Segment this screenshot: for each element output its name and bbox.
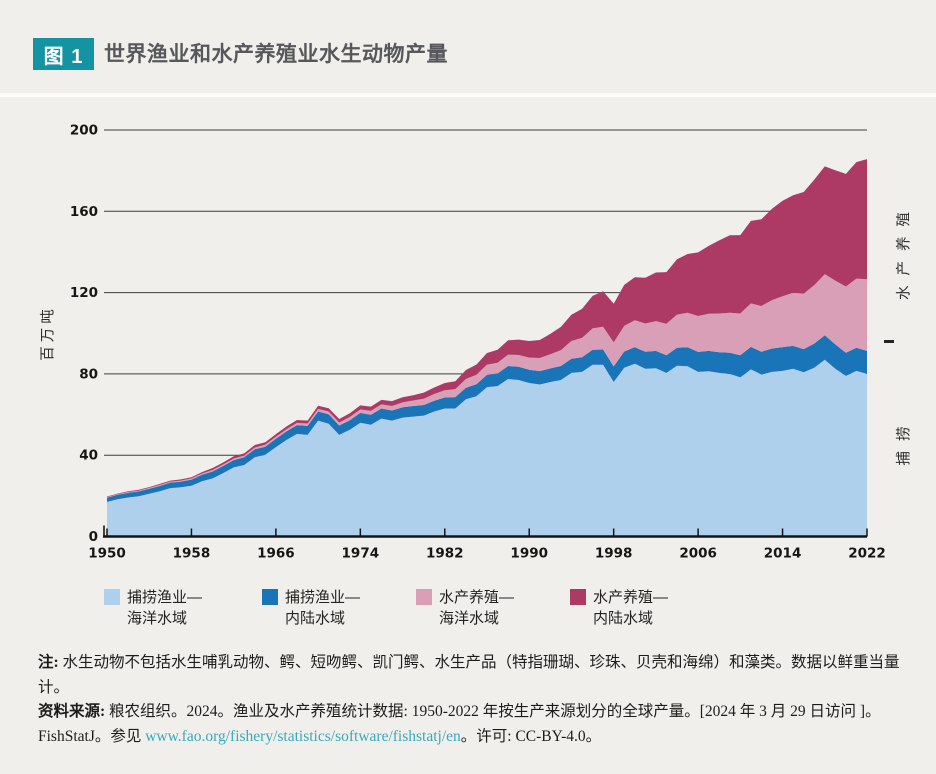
x-tick-label-1990: 1990 bbox=[510, 546, 548, 562]
title-divider bbox=[0, 93, 936, 97]
area-marine-aquaculture bbox=[107, 274, 867, 498]
legend-swatch-marine-aquaculture bbox=[416, 589, 432, 605]
legend-label-line2: 海洋水域 bbox=[439, 610, 500, 627]
x-tick-label-1958: 1958 bbox=[173, 546, 211, 562]
x-tick-label-2022: 2022 bbox=[848, 546, 886, 562]
source-prefix: 资料来源: bbox=[38, 703, 106, 720]
legend-label-line2: 内陆水域 bbox=[285, 610, 346, 627]
y-tick-label-200: 200 bbox=[70, 123, 98, 139]
figure-number-badge: 图 1 bbox=[33, 38, 94, 70]
right-label-capture: 捕捞 bbox=[896, 416, 913, 466]
legend-label: 水产养殖— 内陆水域 bbox=[593, 587, 668, 629]
x-tick-label-1974: 1974 bbox=[342, 546, 380, 562]
legend-swatch-inland-aquaculture bbox=[570, 589, 586, 605]
y-tick-label-0: 0 bbox=[89, 529, 98, 545]
legend-item-marine-aquaculture: 水产养殖— 海洋水域 bbox=[416, 587, 514, 629]
right-label-aquaculture: 水产养殖 bbox=[896, 202, 913, 300]
source-suffix: 。许可: CC-BY-4.0。 bbox=[460, 727, 602, 745]
legend-label: 捕捞渔业— 内陆水域 bbox=[285, 587, 360, 629]
area-inland-capture bbox=[107, 335, 867, 502]
y-axis-title: 百万吨 bbox=[40, 305, 57, 361]
x-tick-label-1966: 1966 bbox=[257, 546, 295, 562]
legend-label-line1: 水产养殖— bbox=[593, 589, 669, 606]
fishstatj-link[interactable]: www.fao.org/fishery/statistics/software/… bbox=[145, 727, 461, 745]
note-prefix: 注: bbox=[38, 654, 59, 671]
area-marine-capture bbox=[107, 359, 867, 537]
source-paragraph: 资料来源: 粮农组织。2024。渔业及水产养殖统计数据: 1950-2022 年… bbox=[38, 700, 910, 749]
legend-item-marine-capture: 捕捞渔业— 海洋水域 bbox=[104, 587, 202, 629]
legend-item-inland-aquaculture: 水产养殖— 内陆水域 bbox=[570, 587, 668, 629]
page-title: 世界渔业和水产养殖业水生动物产量 bbox=[104, 43, 448, 66]
aquaculture-capture-divider-dash bbox=[884, 340, 894, 343]
production-area-chart: 0 40 80 120 160 200 1950 1958 1966 1974 1982 1990 19… bbox=[70, 123, 886, 562]
x-tick-label-2014: 2014 bbox=[764, 546, 802, 562]
x-tick-label-1998: 1998 bbox=[595, 546, 633, 562]
legend-label-line2: 海洋水域 bbox=[127, 610, 188, 627]
legend-item-inland-capture: 捕捞渔业— 内陆水域 bbox=[262, 587, 360, 629]
y-tick-label-160: 160 bbox=[70, 204, 98, 220]
legend-label: 水产养殖— 海洋水域 bbox=[439, 587, 514, 629]
source-text: 粮农组织。2024。渔业及水产养殖统计数据: 1950-2022 年按生产来源划… bbox=[38, 703, 881, 745]
note-paragraph: 注: 水生动物不包括水生哺乳动物、鳄、短吻鳄、凯门鳄、水生产品（特指珊瑚、珍珠、… bbox=[38, 651, 910, 700]
legend-label-line1: 捕捞渔业— bbox=[127, 589, 203, 606]
footnotes: 注: 水生动物不包括水生哺乳动物、鳄、短吻鳄、凯门鳄、水生产品（特指珊瑚、珍珠、… bbox=[38, 651, 910, 749]
y-tick-label-80: 80 bbox=[79, 366, 98, 382]
legend-swatch-marine-capture bbox=[104, 589, 120, 605]
y-tick-label-120: 120 bbox=[70, 285, 98, 301]
x-tick-label-2006: 2006 bbox=[679, 546, 717, 562]
legend-label-line2: 内陆水域 bbox=[593, 610, 654, 627]
legend-label-line1: 捕捞渔业— bbox=[285, 589, 361, 606]
legend-label-line1: 水产养殖— bbox=[439, 589, 515, 606]
x-tick-label-1982: 1982 bbox=[426, 546, 464, 562]
note-text: 水生动物不包括水生哺乳动物、鳄、短吻鳄、凯门鳄、水生产品（特指珊瑚、珍珠、贝壳和… bbox=[38, 654, 900, 696]
legend-swatch-inland-capture bbox=[262, 589, 278, 605]
legend-label: 捕捞渔业— 海洋水域 bbox=[127, 587, 202, 629]
y-tick-label-40: 40 bbox=[79, 448, 98, 464]
x-tick-label-1950: 1950 bbox=[88, 546, 126, 562]
